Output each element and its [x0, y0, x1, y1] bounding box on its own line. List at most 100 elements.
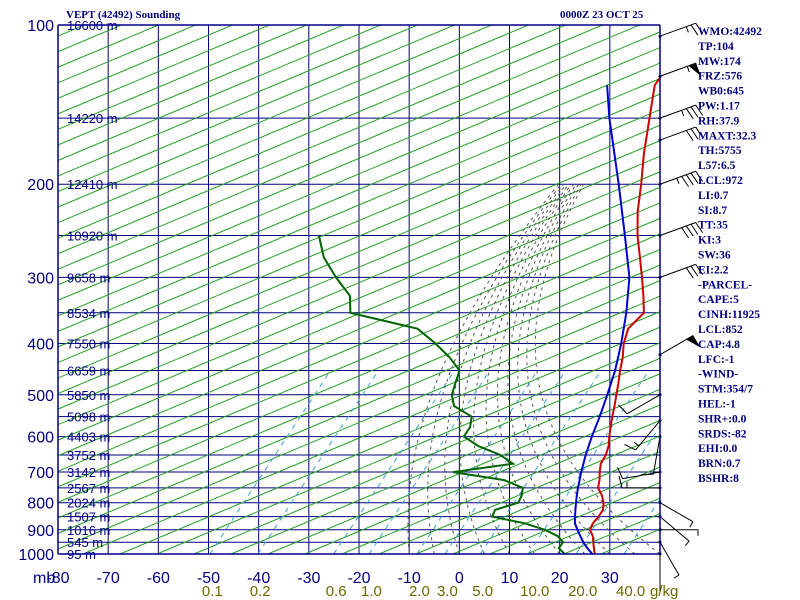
wind-barb-flag: [690, 106, 699, 118]
dry-adiabat-line: [58, 25, 197, 84]
pressure-tick-label: 1000: [18, 547, 54, 564]
wind-barb-half-flag: [684, 540, 690, 547]
temperature-tick-label: -40: [247, 570, 270, 587]
moist-adiabat-line: [534, 183, 660, 554]
wind-barb-half-flag: [673, 574, 680, 579]
wind-barb-staff: [659, 126, 696, 141]
height-label: 5850 m: [67, 388, 110, 403]
pressure-tick-label: 200: [27, 177, 54, 194]
dry-adiabat-line: [341, 419, 660, 554]
dry-adiabat-line: [58, 171, 660, 426]
wind-barb-staff: [659, 502, 694, 523]
wind-barbs: [617, 22, 704, 592]
dry-adiabat-line: [58, 78, 660, 332]
temperature-tick-label: -70: [97, 570, 120, 587]
stat-line: TT:35: [698, 220, 728, 232]
temperature-tick-label: 10: [501, 570, 519, 587]
mixing-ratio-line: [527, 370, 650, 554]
stat-line: BSHR:8: [698, 473, 739, 485]
pressure-tick-label: 800: [27, 496, 54, 513]
dry-adiabat-line: [58, 140, 660, 395]
stat-line: TH:5755: [698, 145, 742, 157]
wind-barb-half-flag: [686, 66, 690, 73]
height-label: 1016 m: [67, 523, 110, 538]
wind-barb-half-flag: [681, 110, 685, 117]
wind-barb-flag: [690, 128, 699, 140]
moist-adiabat-line: [517, 183, 611, 554]
dry-adiabat-line: [58, 25, 641, 270]
stat-line: LCL:852: [698, 324, 743, 336]
dry-adiabat-line: [58, 124, 660, 379]
wind-barb-flag: [685, 225, 694, 237]
mixing-ratio-line: [479, 370, 602, 554]
stat-line: MAXT:32.3: [698, 130, 756, 142]
wind-barb-flag: [685, 130, 694, 142]
dry-adiabat-line: [58, 155, 660, 410]
height-label: 1507 m: [67, 510, 110, 525]
wind-barb-staff: [659, 104, 696, 119]
dry-adiabat-line: [58, 25, 271, 115]
dry-adiabat-line: [193, 357, 660, 554]
mixing-ratio-line: [333, 370, 455, 554]
stat-line: RH:37.9: [698, 115, 739, 127]
mixing-ratio-label: 0.2: [250, 583, 271, 600]
dry-adiabat-line: [58, 25, 234, 99]
dry-adiabat-line: [58, 186, 660, 441]
stat-line: FRZ:576: [698, 71, 742, 83]
stat-line: CAPE:5: [698, 294, 739, 306]
wind-barb-flag: [695, 222, 704, 234]
stat-line: SI:8.7: [698, 205, 727, 217]
mixing-ratio-line: [368, 370, 491, 554]
dry-adiabat-line: [58, 46, 660, 301]
dry-adiabat-line: [58, 264, 660, 519]
wind-barb-flag: [618, 404, 628, 415]
wind-barb-flag: [690, 223, 699, 235]
wind-barb-flag: [685, 174, 694, 186]
temperature-line: [588, 76, 660, 554]
stat-line: -PARCEL-: [698, 279, 752, 291]
wind-barb-staff: [659, 170, 696, 185]
chart-title: VEPT (42492) Sounding: [66, 9, 181, 21]
wind-barb-half-flag: [685, 26, 689, 33]
temperature-tick-label: -50: [197, 570, 220, 587]
pressure-unit-label: mb: [33, 570, 55, 587]
dry-adiabat-line: [58, 25, 419, 177]
stat-line: L57:6.5: [698, 160, 736, 172]
stat-line: EI:2.2: [698, 264, 729, 276]
wind-barb-flag: [618, 475, 623, 489]
wind-barb-staff: [659, 263, 696, 278]
stat-line: HEL:-1: [698, 399, 736, 411]
stat-line: SHR+:0.0: [698, 413, 747, 425]
dry-adiabat-line: [58, 233, 660, 488]
wind-barb: [618, 475, 662, 490]
wind-barb-staff: [622, 471, 661, 480]
wind-barb-flag: [685, 267, 694, 279]
height-label: 545 m: [67, 535, 103, 550]
wind-barb-staff: [626, 394, 661, 415]
height-label: 2024 m: [67, 496, 110, 511]
dry-adiabat-line: [58, 25, 456, 193]
moist-adiabat-line: [444, 183, 564, 554]
wind-barb-flag: [690, 265, 699, 277]
height-label: 2567 m: [67, 481, 110, 496]
mixing-ratio-lines: [209, 370, 660, 554]
dry-adiabat-line: [58, 280, 660, 534]
pressure-tick-label: 500: [27, 388, 54, 405]
wind-barb-flag: [695, 264, 704, 275]
height-label: 4403 m: [67, 430, 110, 445]
stat-line: MW:174: [698, 56, 741, 68]
moist-adiabat-line: [485, 183, 572, 554]
dry-adiabat-line: [58, 62, 660, 317]
mixing-ratio-label: 3.0: [437, 583, 458, 600]
wind-barb-flag: [695, 170, 704, 182]
dry-adiabat-line: [119, 326, 660, 554]
mixing-ratio-line: [444, 370, 567, 554]
moist-adiabat-line: [459, 183, 567, 554]
wind-barb-flag: [624, 444, 636, 451]
dry-adiabat-line: [58, 31, 660, 286]
parcel-line: [573, 85, 631, 554]
stat-line: SRDS:-82: [698, 428, 747, 440]
wind-barb-pennant: [685, 335, 701, 348]
dry-adiabat-line: [58, 202, 660, 457]
